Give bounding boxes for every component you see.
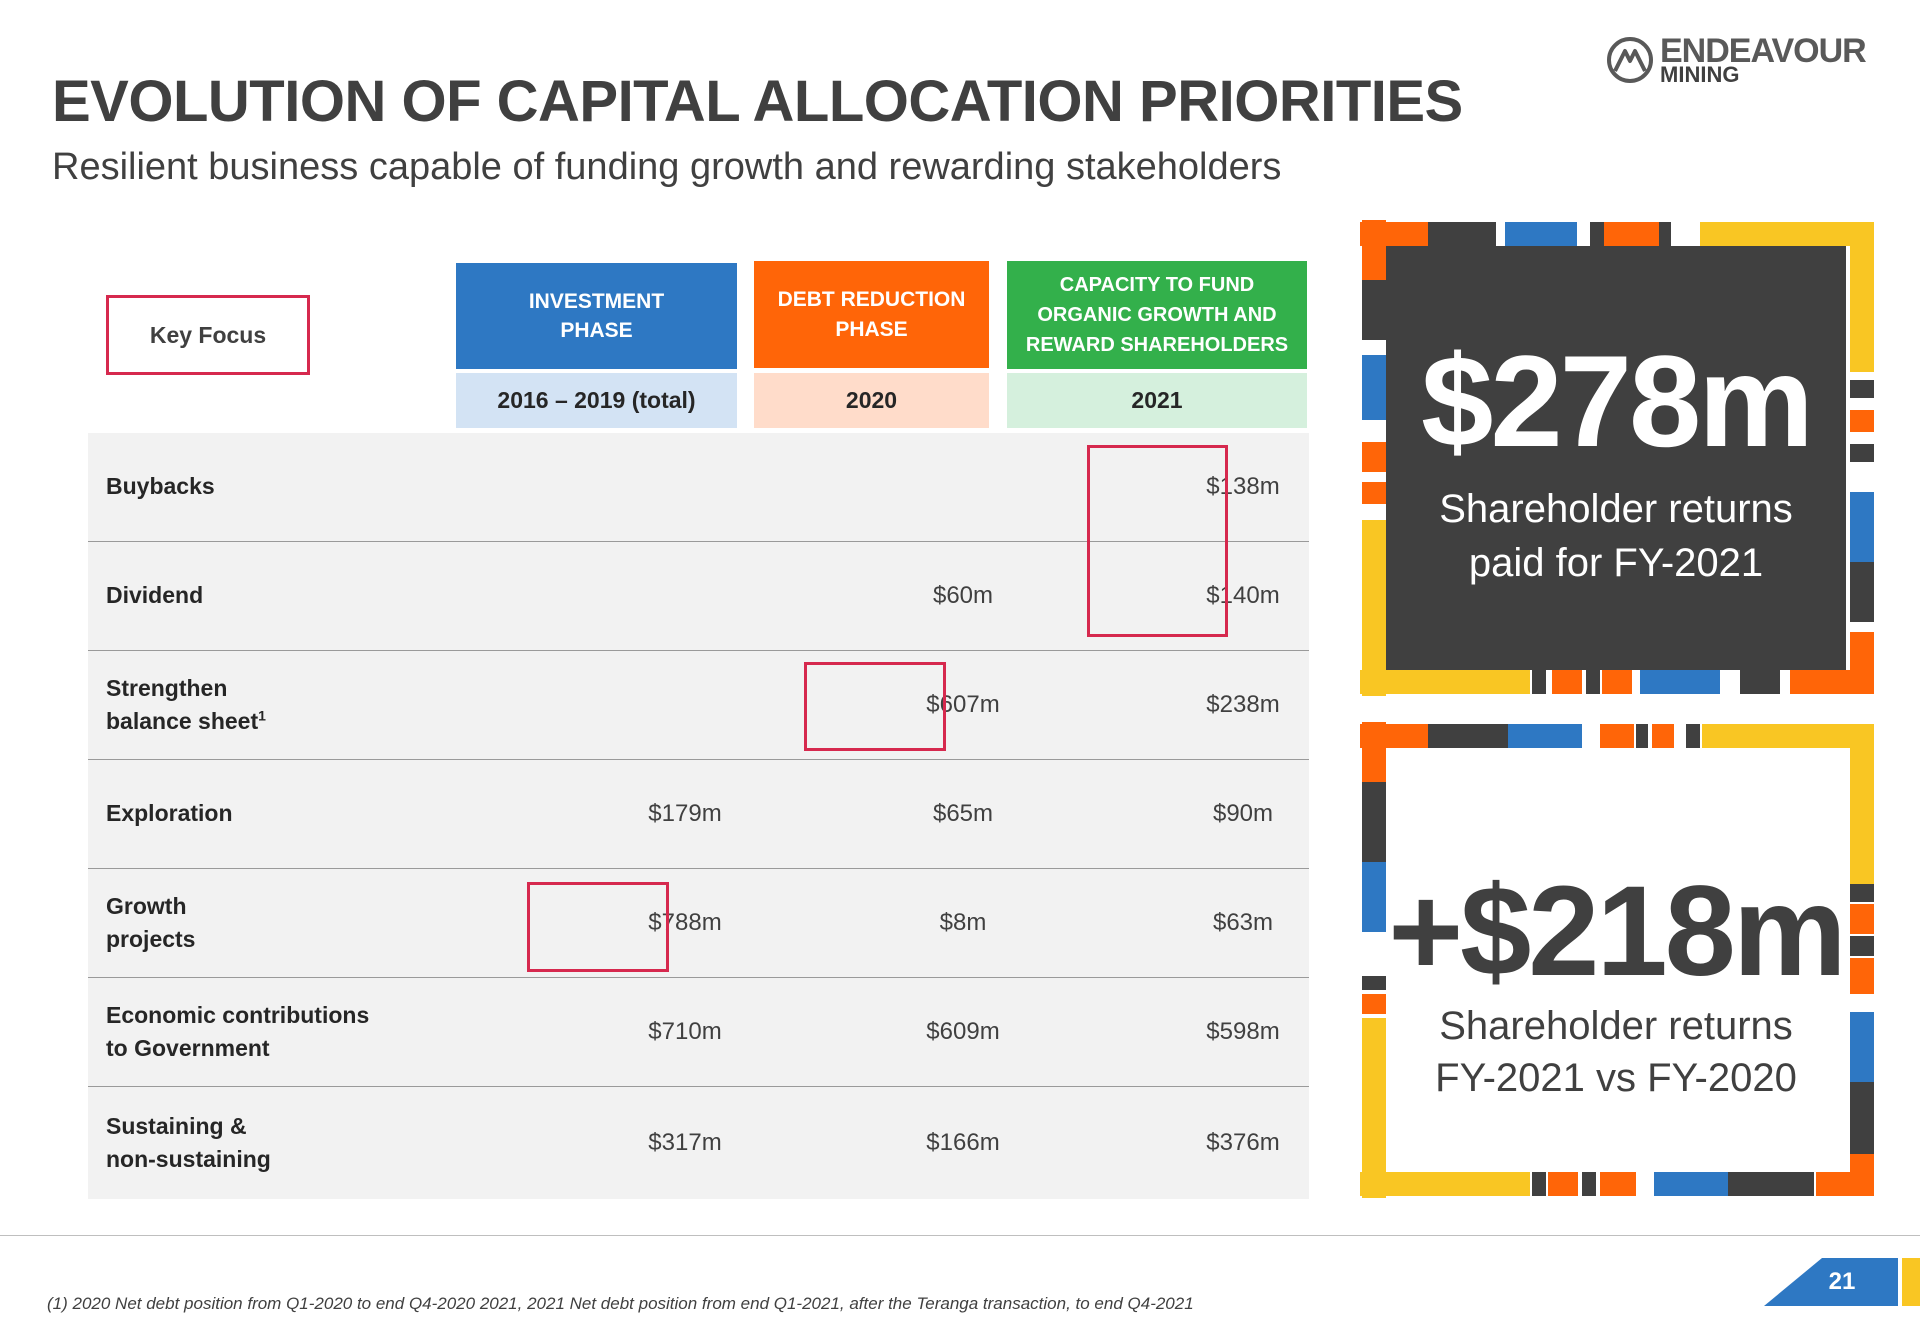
period-capacity: 2021 [1007, 373, 1307, 428]
row-label-line: to Government [106, 1035, 270, 1061]
period-investment: 2016 – 2019 (total) [456, 373, 737, 428]
row-label: Economic contributions to Government [106, 978, 436, 1086]
key-focus-legend: Key Focus [106, 295, 310, 375]
phase-label-line: ORGANIC GROWTH AND [1037, 304, 1277, 326]
footnote: (1) 2020 Net debt position from Q1-2020 … [47, 1294, 1194, 1313]
page-title: EVOLUTION OF CAPITAL ALLOCATION PRIORITI… [52, 69, 1463, 134]
logo-word-endeavour: ENDEAVOUR [1660, 32, 1867, 70]
phase-label-line: INVESTMENT [528, 289, 665, 313]
table-cell: $609m [926, 1018, 1000, 1045]
key-focus-highlight-balance-sheet [804, 662, 946, 751]
table-row: Growth projects $788m $8m $63m [88, 869, 1309, 978]
table-cell: $90m [1212, 800, 1274, 827]
phase-header-investment: INVESTMENT PHASE [456, 263, 737, 369]
callout-caption-line: FY-2021 vs FY-2020 [1435, 1056, 1797, 1100]
table-cell: $166m [926, 1129, 1000, 1156]
callout-value-218m: +$218m [1388, 860, 1846, 1003]
callout-caption-line: Shareholder returns [1439, 1004, 1793, 1048]
row-label: Growth projects [106, 869, 436, 977]
phase-label-line: PHASE [835, 317, 908, 341]
row-label: Dividend [106, 542, 436, 650]
company-logo: ENDEAVOUR MINING [1606, 32, 1876, 88]
period-debt-reduction: 2020 [754, 373, 989, 428]
table-cell: $788m [648, 909, 722, 936]
table-cell [823, 433, 1103, 541]
footnote-marker: 1 [258, 707, 266, 724]
phase-header-capacity: CAPACITY TO FUND ORGANIC GROWTH AND REWARD… [1007, 261, 1307, 369]
callout-caption-line: Shareholder returns [1439, 487, 1793, 531]
capital-allocation-table: Buybacks $138m Dividend $60m $140m Stren… [88, 433, 1309, 1199]
table-cell: $140m [1206, 582, 1280, 609]
key-focus-highlight-growth [527, 882, 669, 972]
row-label: Exploration [106, 760, 436, 868]
callout-value-278m: $278m [1421, 328, 1814, 474]
row-label-line: Dividend [106, 582, 204, 609]
callout-shareholder-returns-growth [1386, 748, 1846, 1172]
footer-divider [0, 1235, 1920, 1236]
mountain-logo-icon [1607, 37, 1653, 83]
table-row: Exploration $179m $65m $90m [88, 760, 1309, 869]
phase-label-line: REWARD SHAREHOLDERS [1025, 334, 1289, 356]
table-cell: $710m [648, 1018, 722, 1045]
row-label-line: projects [106, 926, 196, 952]
phase-header-debt-reduction: DEBT REDUCTION PHASE [754, 261, 989, 368]
table-cell: $238m [1206, 691, 1280, 718]
table-cell: $317m [648, 1129, 722, 1156]
key-focus-highlight-shareholder-returns [1087, 445, 1228, 637]
table-cell: $179m [648, 800, 722, 827]
row-label-line: non-sustaining [106, 1146, 271, 1172]
table-row: Sustaining & non-sustaining $317m $166m $… [88, 1087, 1309, 1199]
row-label: Buybacks [106, 433, 436, 541]
table-cell [538, 651, 832, 759]
row-label: Strengthen balance sheet1 [106, 651, 436, 759]
table-cell: $138m [1206, 473, 1280, 500]
table-row: Economic contributions to Government $710… [88, 978, 1309, 1087]
callout-shareholder-returns-2021 [1386, 246, 1846, 670]
table-cell: $607m [926, 691, 1000, 718]
phase-label-line: PHASE [560, 319, 633, 342]
row-label-line: Economic contributions [106, 1001, 370, 1028]
row-label-line: balance sheet [106, 708, 259, 734]
phase-label-line: CAPACITY TO FUND [1059, 274, 1255, 296]
page-number-tab [1764, 1258, 1920, 1306]
table-cell: $63m [1212, 909, 1274, 936]
row-label-line: Buybacks [106, 473, 215, 500]
phase-label-line: DEBT REDUCTION [777, 288, 966, 312]
row-label-line: Sustaining & [106, 1112, 247, 1139]
table-cell: $60m [932, 582, 994, 609]
table-row: Dividend $60m $140m [88, 542, 1309, 651]
callout-caption-line: paid for FY-2021 [1468, 541, 1764, 585]
table-cell: $65m [932, 800, 994, 827]
row-label-line: Growth [106, 892, 187, 919]
table-cell [538, 433, 832, 541]
table-cell: $598m [1206, 1018, 1280, 1045]
table-cell: $8m [939, 909, 987, 936]
table-row: Buybacks $138m [88, 433, 1309, 542]
table-cell [538, 542, 832, 650]
row-label-line: Exploration [106, 800, 233, 827]
logo-word-mining: MINING [1660, 62, 1740, 87]
callout-caption: Shareholder returns FY-2021 vs FY-2020 [1386, 1000, 1846, 1104]
table-row: Strengthen balance sheet1 $607m $238m [88, 651, 1309, 760]
table-cell: $376m [1206, 1129, 1280, 1156]
row-label: Sustaining & non-sustaining [106, 1087, 436, 1199]
page-number: 21 [1828, 1268, 1856, 1295]
page-subtitle: Resilient business capable of funding gr… [52, 146, 1282, 188]
callout-caption: Shareholder returns paid for FY-2021 [1386, 482, 1846, 590]
row-label-line: Strengthen [106, 674, 228, 701]
